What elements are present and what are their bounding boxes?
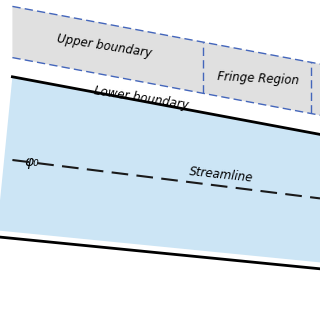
Text: Lower boundary: Lower boundary: [93, 84, 190, 111]
Polygon shape: [12, 6, 320, 115]
Polygon shape: [0, 77, 320, 262]
Text: Streamline: Streamline: [189, 164, 254, 184]
Text: Fringe Region: Fringe Region: [217, 70, 300, 87]
Text: φ₀: φ₀: [25, 155, 39, 169]
Text: Upper boundary: Upper boundary: [56, 33, 153, 60]
